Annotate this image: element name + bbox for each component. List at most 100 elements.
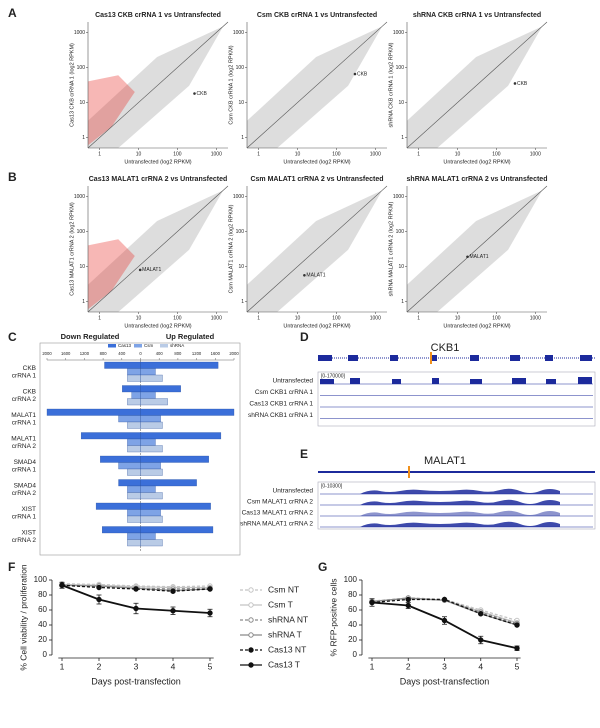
x-tick-label: 800 bbox=[174, 351, 182, 356]
x-tick-label: 0 bbox=[139, 351, 142, 356]
x-tick-label: 1000 bbox=[370, 151, 381, 157]
y-tick-label: 100 bbox=[344, 575, 358, 584]
track-row-label: Untransfected bbox=[273, 488, 314, 495]
category-label-line: crRNA 2 bbox=[12, 443, 37, 450]
x-tick-label: 5 bbox=[515, 661, 520, 671]
bar-down bbox=[127, 398, 141, 406]
x-tick-label: 400 bbox=[118, 351, 126, 356]
y-tick-label: 1 bbox=[241, 299, 244, 305]
track-row-label: Cas13 CKB1 crRNA 1 bbox=[249, 401, 313, 408]
point-label: CKB bbox=[357, 71, 368, 77]
bar-up bbox=[140, 391, 156, 399]
category-label-line: crRNA 2 bbox=[12, 537, 37, 544]
right-label: Up Regulated bbox=[166, 332, 215, 341]
chart-title: Cas13 CKB crRNA 1 vs Untransfected bbox=[95, 12, 221, 19]
x-tick-label: 1000 bbox=[530, 151, 541, 157]
x-axis-label: Untransfected (log2 RPKM) bbox=[283, 159, 350, 165]
exon bbox=[318, 355, 332, 361]
y-axis-label: shRNA CKB crRNA 1 (log2 RPKM) bbox=[388, 42, 394, 127]
y-tick-label: 1000 bbox=[74, 30, 85, 36]
y-axis-label: % RFP-positive cells bbox=[328, 579, 338, 657]
diagonal bbox=[246, 185, 388, 313]
bar-up bbox=[140, 509, 161, 517]
y-tick-label: 60 bbox=[348, 605, 357, 614]
y-tick-label: 10 bbox=[79, 264, 85, 270]
diagonal bbox=[246, 21, 388, 149]
y-tick-label: 40 bbox=[348, 620, 357, 629]
y-tick-label: 1 bbox=[241, 135, 244, 141]
y-tick-label: 100 bbox=[34, 575, 48, 584]
x-tick-label: 1 bbox=[98, 315, 101, 321]
category-label-line: XIST bbox=[22, 506, 36, 513]
exon bbox=[470, 355, 479, 361]
data-point bbox=[405, 602, 411, 609]
coverage bbox=[360, 499, 560, 505]
x-tick-label: 100 bbox=[492, 151, 501, 157]
x-tick-label: 2000 bbox=[42, 351, 52, 356]
outlier-cloud bbox=[88, 75, 135, 146]
y-axis-label: Cas13 MALAT1 crRNA 2 (log2 RPKM) bbox=[69, 202, 75, 296]
data-point bbox=[514, 622, 520, 628]
y-tick-label: 1000 bbox=[74, 194, 85, 200]
bar-down bbox=[100, 455, 141, 463]
bar-up bbox=[140, 432, 222, 440]
x-tick-label: 10 bbox=[295, 151, 301, 157]
bar-down bbox=[118, 479, 141, 487]
diagonal bbox=[87, 185, 229, 313]
category-label-line: crRNA 2 bbox=[12, 396, 37, 403]
bar-down bbox=[127, 492, 141, 500]
category-label-line: crRNA 1 bbox=[12, 372, 37, 379]
legend-label: Cas13 T bbox=[268, 659, 300, 669]
labeled-point bbox=[138, 268, 142, 272]
coverage bbox=[470, 379, 482, 384]
x-tick-label: 3 bbox=[442, 661, 447, 671]
exon bbox=[430, 355, 437, 361]
bar-up bbox=[140, 398, 168, 406]
diagonal bbox=[406, 21, 548, 149]
bar-up bbox=[140, 485, 156, 493]
x-axis-label: Untransfected (log2 RPKM) bbox=[124, 159, 191, 165]
data-point bbox=[514, 645, 520, 651]
category-label-line: MALAT1 bbox=[11, 435, 36, 442]
y-tick-label: 1000 bbox=[393, 30, 404, 36]
x-axis-label: Untransfected (log2 RPKM) bbox=[443, 323, 510, 329]
bar-up bbox=[140, 492, 163, 500]
point-label: MALAT1 bbox=[142, 267, 161, 273]
bar-down bbox=[127, 445, 141, 453]
chart-title: shRNA MALAT1 crRNA 2 vs Untransfected bbox=[407, 176, 548, 183]
legend-marker bbox=[248, 662, 254, 668]
category-label: MALAT1 crRNA 2 bbox=[11, 435, 36, 450]
x-axis-label: Untransfected (log2 RPKM) bbox=[443, 159, 510, 165]
y-tick-label: 10 bbox=[79, 100, 85, 106]
bar-up bbox=[140, 502, 211, 510]
track-range: [0-10300] bbox=[321, 483, 343, 489]
x-tick-label: 1600 bbox=[61, 351, 71, 356]
legend-label: shRNA T bbox=[268, 629, 302, 639]
bar-up bbox=[140, 438, 156, 446]
category-label: SMAD4 crRNA 1 bbox=[12, 459, 37, 474]
category-label: XIST crRNA 2 bbox=[12, 529, 37, 544]
coverage bbox=[512, 378, 526, 384]
point-label: CKB bbox=[197, 91, 208, 97]
bar-up bbox=[140, 526, 214, 534]
x-tick-label: 1 bbox=[417, 315, 420, 321]
bar-down bbox=[104, 361, 141, 369]
category-label-line: crRNA 1 bbox=[12, 419, 37, 426]
category-label: XIST crRNA 1 bbox=[12, 506, 37, 521]
legend-marker bbox=[248, 632, 254, 638]
exon bbox=[510, 355, 520, 361]
category-label: CKB crRNA 2 bbox=[12, 388, 37, 403]
y-tick-label: 1 bbox=[82, 135, 85, 141]
y-tick-label: 80 bbox=[38, 590, 47, 599]
category-label-line: SMAD4 bbox=[14, 482, 37, 489]
target-marker bbox=[408, 466, 410, 478]
y-tick-label: 100 bbox=[77, 65, 86, 71]
bar-down bbox=[127, 509, 141, 517]
outlier-cloud bbox=[88, 239, 135, 310]
y-tick-label: 100 bbox=[396, 229, 405, 235]
bar-down bbox=[46, 408, 141, 416]
legend-label: shRNA NT bbox=[268, 614, 308, 624]
bar-up bbox=[140, 415, 161, 423]
